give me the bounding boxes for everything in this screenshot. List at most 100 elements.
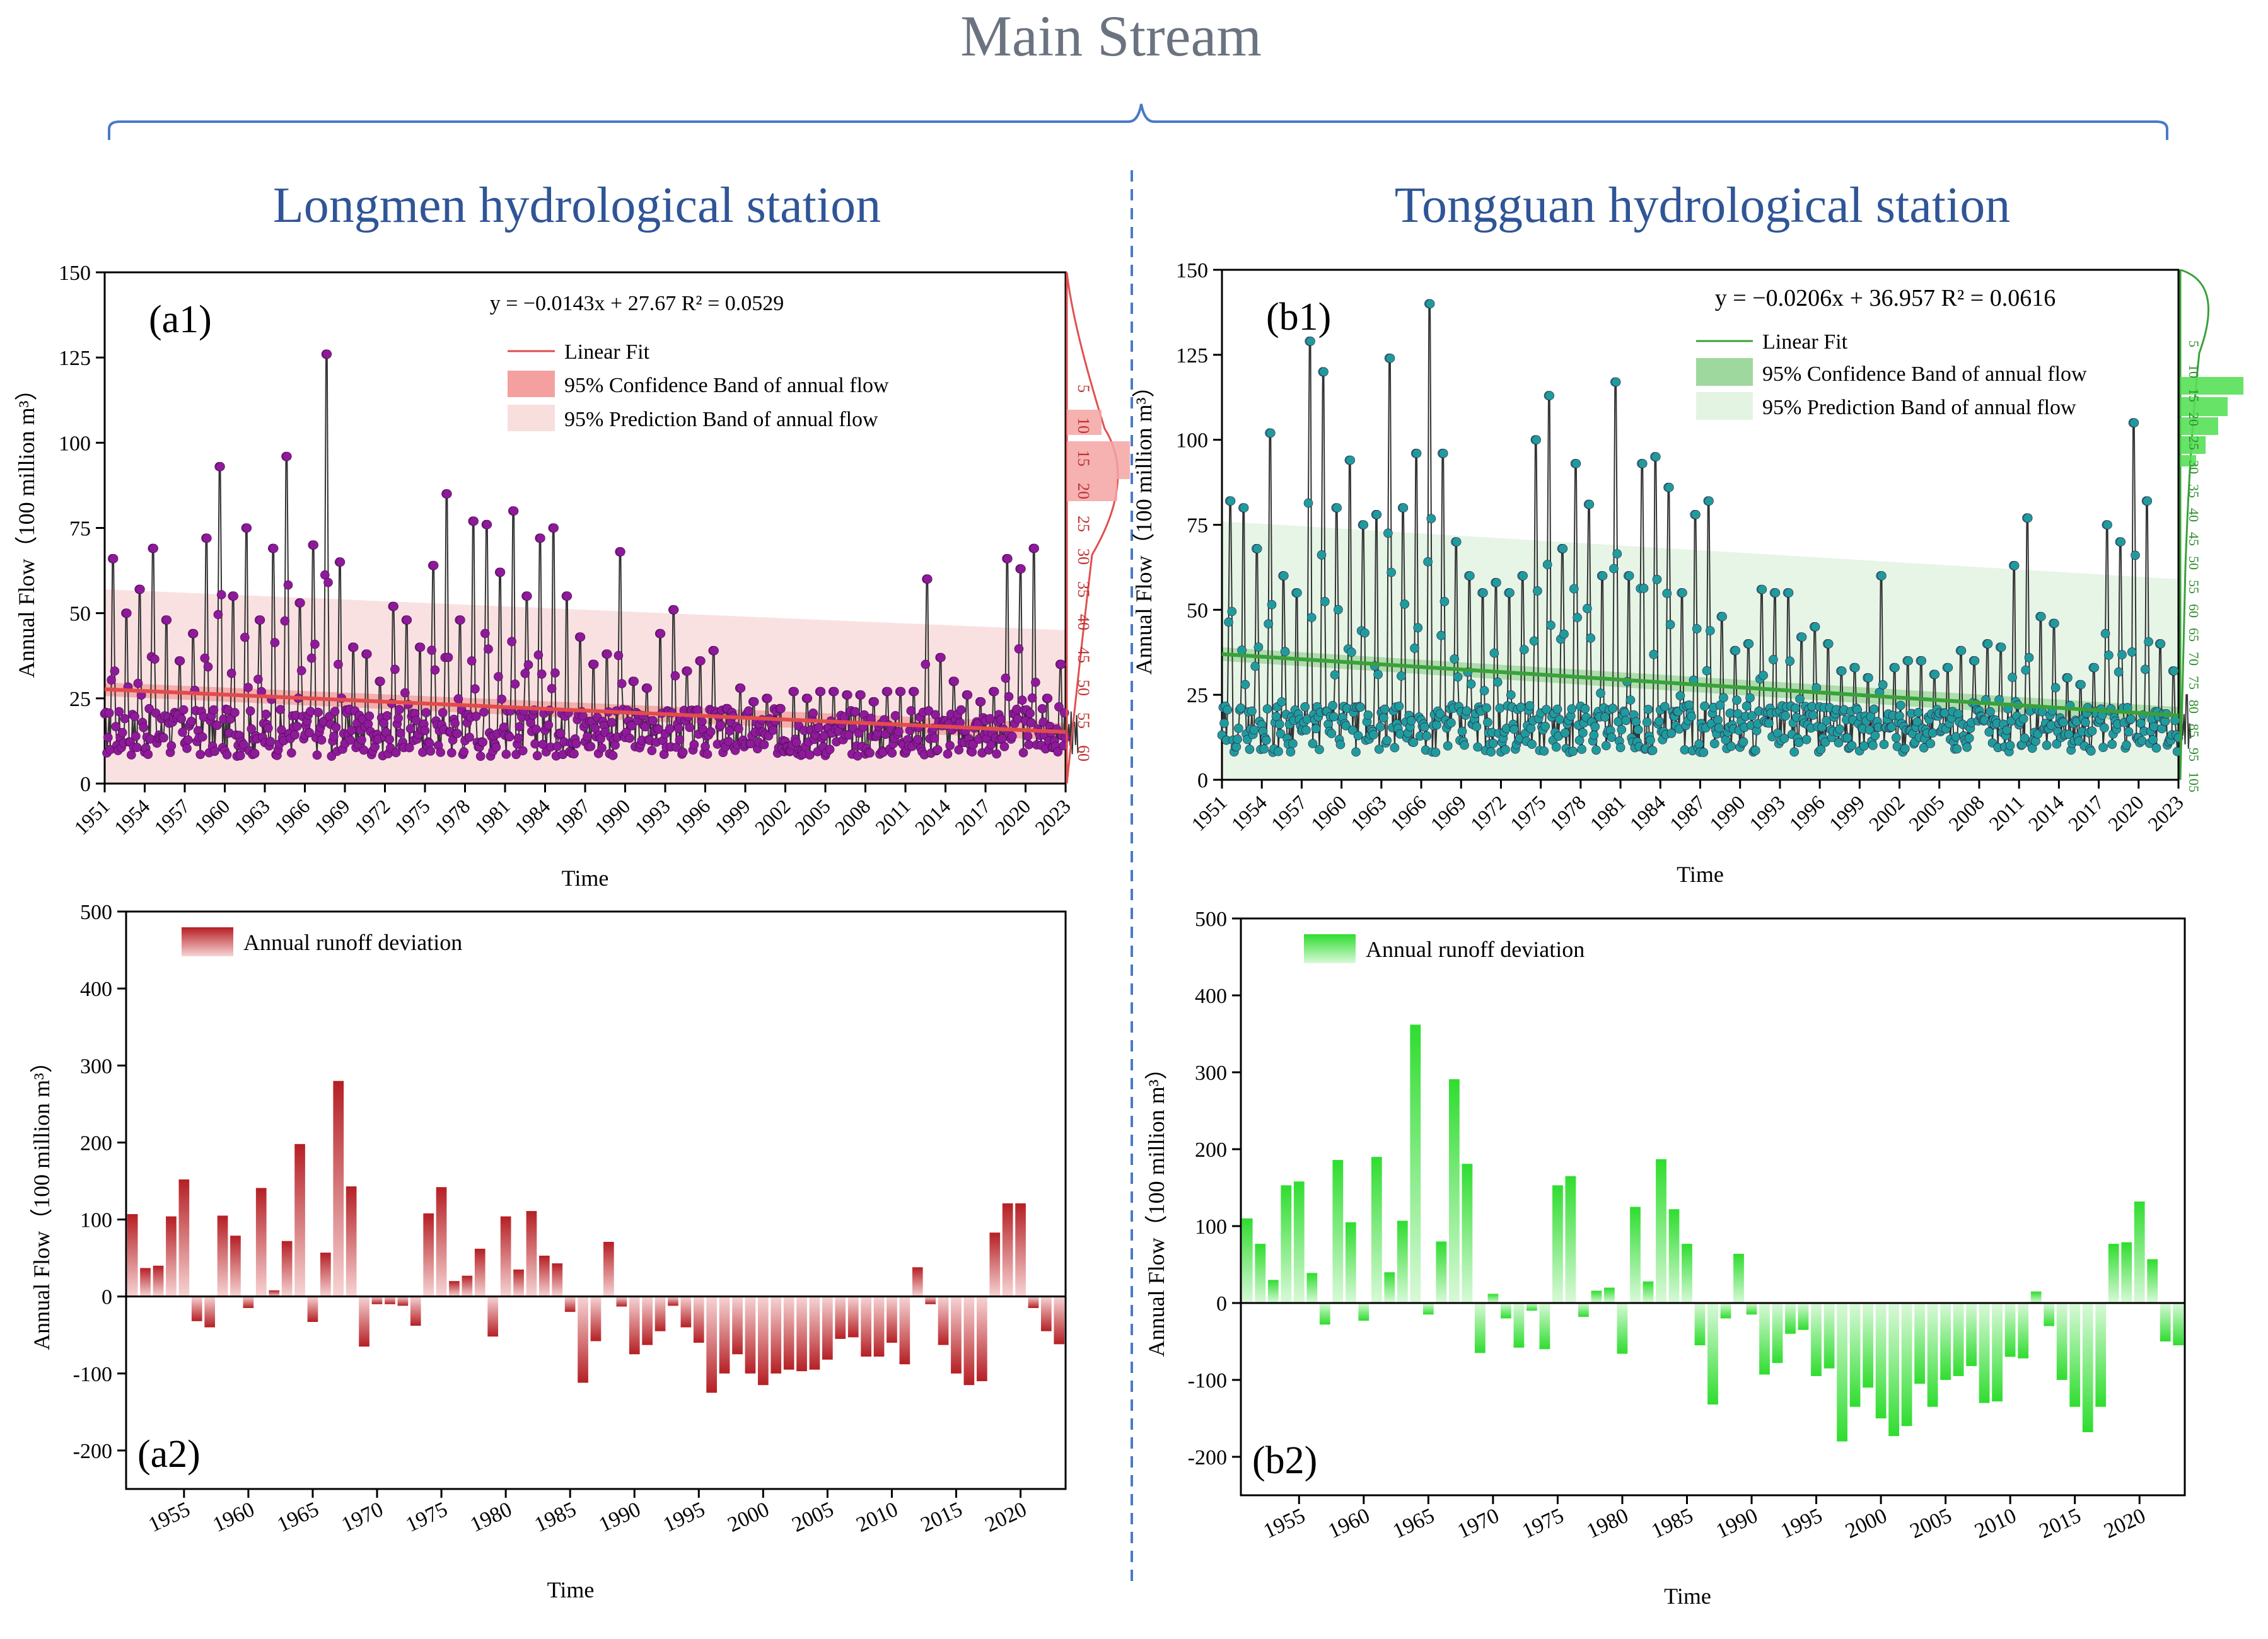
flow-point — [2037, 611, 2046, 622]
deviation-bar — [2095, 1303, 2107, 1407]
y-tick-label: 0 — [1216, 1292, 1227, 1316]
x-tick-label: 1966 — [1386, 791, 1431, 835]
y-tick-label: 75 — [1187, 514, 1208, 538]
flow-point — [617, 679, 627, 688]
flow-point — [247, 724, 257, 734]
deviation-bar — [204, 1296, 215, 1328]
flow-point — [183, 735, 193, 744]
deviation-bar — [1462, 1164, 1473, 1303]
flow-point — [1571, 459, 1581, 468]
distribution-label: 25 — [2186, 436, 2202, 450]
flow-point — [1726, 741, 1736, 751]
flow-point — [1943, 663, 1953, 673]
deviation-bar — [2044, 1303, 2055, 1326]
flow-point — [1558, 543, 1568, 553]
deviation-bar — [1604, 1287, 1615, 1303]
flow-point — [2018, 714, 2028, 724]
deviation-bar — [2121, 1242, 2132, 1303]
flow-point — [1303, 498, 1313, 508]
y-tick-label: 25 — [69, 688, 91, 711]
deviation-bar — [1281, 1185, 1292, 1303]
y-tick-label: 300 — [1195, 1062, 1227, 1085]
flow-point — [1347, 647, 1356, 657]
distribution-bar — [1067, 410, 1102, 435]
y-tick-label: 100 — [1195, 1215, 1227, 1239]
flow-point — [131, 731, 141, 741]
flow-point — [245, 706, 255, 716]
right-station-title: Tongguan hydrological station — [1395, 178, 2010, 233]
flow-point — [776, 704, 786, 714]
x-tick-label: 1955 — [1260, 1504, 1308, 1543]
flow-point — [1820, 738, 1830, 747]
flow-point — [956, 705, 966, 715]
flow-point — [929, 733, 939, 743]
flow-point — [359, 745, 369, 755]
flow-point — [989, 686, 999, 697]
legend-label-fit: Linear Fit — [1762, 330, 1848, 354]
flow-point — [1375, 722, 1385, 732]
flow-point — [1423, 557, 1433, 567]
flow-point — [996, 714, 1006, 724]
flow-point — [1546, 620, 1556, 630]
left-station-title: Longmen hydrological station — [273, 178, 881, 233]
flow-point — [2090, 663, 2099, 673]
flow-point — [1373, 669, 1383, 680]
flow-point — [209, 705, 219, 715]
flow-point — [122, 608, 132, 618]
deviation-bar — [1371, 1157, 1382, 1303]
flow-point — [213, 610, 223, 620]
flow-point — [597, 743, 607, 753]
flow-point — [1637, 459, 1648, 468]
flow-point — [114, 707, 124, 717]
flow-point — [322, 349, 332, 359]
flow-point — [537, 669, 547, 679]
flow-point — [1027, 693, 1037, 703]
deviation-bar — [564, 1296, 576, 1312]
flow-point — [1008, 731, 1017, 741]
deviation-bar — [951, 1296, 962, 1374]
flow-point — [2131, 550, 2140, 560]
flow-point — [402, 615, 412, 625]
x-tick-label: 1951 — [1187, 791, 1231, 835]
flow-point — [200, 653, 210, 663]
flow-point — [2100, 628, 2110, 639]
flow-point — [136, 584, 145, 594]
flow-point — [1385, 353, 1395, 363]
flow-point — [2005, 741, 2015, 750]
flow-point — [1056, 659, 1066, 669]
flow-point — [1892, 733, 1901, 743]
flow-point — [1462, 706, 1472, 715]
flow-point — [522, 591, 532, 601]
x-tick-label: 1990 — [1705, 791, 1750, 835]
flow-point — [909, 686, 919, 697]
deviation-bar — [1242, 1218, 1253, 1303]
x-tick-label: 2020 — [982, 1498, 1030, 1537]
flow-point — [2050, 618, 2059, 628]
flow-point — [1789, 747, 1799, 757]
deviation-bar — [835, 1296, 846, 1339]
flow-point — [1409, 738, 1419, 747]
flow-point — [1784, 588, 1794, 598]
flow-point — [331, 722, 341, 732]
flow-point — [471, 712, 481, 721]
flow-point — [139, 722, 148, 733]
flow-point — [162, 615, 172, 625]
x-tick-label: 2005 — [790, 794, 835, 839]
deviation-bar — [1015, 1203, 1026, 1297]
deviation-bar — [578, 1296, 588, 1383]
flow-point — [150, 654, 160, 664]
flow-point — [1432, 720, 1441, 730]
flow-point — [1725, 709, 1735, 718]
y-tick-label: 25 — [1187, 684, 1208, 707]
flow-point — [1279, 571, 1289, 581]
legend-swatch-confidence — [508, 371, 555, 397]
flow-point — [1410, 644, 1419, 653]
flow-point — [2087, 726, 2097, 736]
deviation-bar — [1028, 1296, 1039, 1308]
deviation-bar — [1539, 1303, 1550, 1350]
flow-point — [923, 574, 933, 584]
flow-point — [616, 547, 625, 557]
flow-point — [1457, 726, 1467, 736]
flow-point — [1262, 704, 1272, 714]
y-tick-label: 100 — [1176, 429, 1208, 453]
